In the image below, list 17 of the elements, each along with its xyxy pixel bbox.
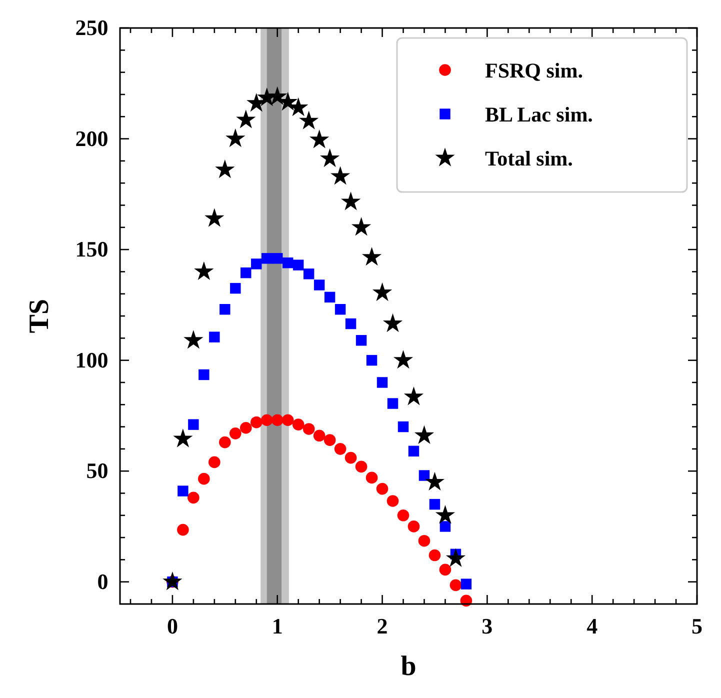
legend-label: BL Lac sim. xyxy=(485,102,593,126)
y-tick-label: 100 xyxy=(75,347,108,372)
y-axis-title: TS xyxy=(24,298,55,334)
x-tick-label: 5 xyxy=(692,613,702,638)
x-tick-label: 0 xyxy=(166,613,178,638)
x-tick-label: 3 xyxy=(482,613,493,638)
x-tick-label: 4 xyxy=(586,613,598,638)
legend-label: FSRQ sim. xyxy=(485,58,584,82)
y-tick-label: 0 xyxy=(97,568,108,594)
y-tick-label: 150 xyxy=(75,236,108,262)
y-tick-label: 50 xyxy=(86,458,108,484)
x-axis-title: b xyxy=(400,651,416,682)
y-tick-label: 250 xyxy=(75,15,108,40)
y-tick-label: 200 xyxy=(75,126,108,151)
legend-label: Total sim. xyxy=(485,146,573,170)
x-tick-label: 2 xyxy=(376,613,388,638)
x-tick-label: 1 xyxy=(272,613,283,638)
